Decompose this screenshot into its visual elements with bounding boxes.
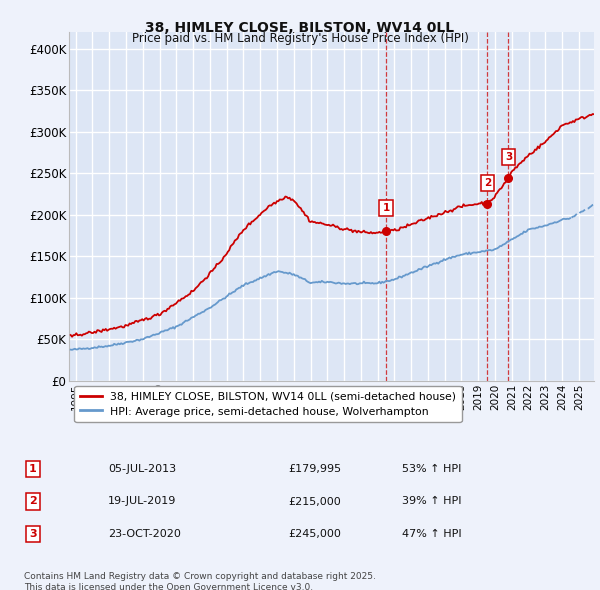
- Text: 1: 1: [29, 464, 37, 474]
- Text: £179,995: £179,995: [288, 464, 341, 474]
- Text: 19-JUL-2019: 19-JUL-2019: [108, 497, 176, 506]
- Text: 47% ↑ HPI: 47% ↑ HPI: [402, 529, 461, 539]
- Text: 2: 2: [29, 497, 37, 506]
- Text: Contains HM Land Registry data © Crown copyright and database right 2025.
This d: Contains HM Land Registry data © Crown c…: [24, 572, 376, 590]
- Text: 05-JUL-2013: 05-JUL-2013: [108, 464, 176, 474]
- Text: 3: 3: [505, 152, 512, 162]
- Text: 38, HIMLEY CLOSE, BILSTON, WV14 0LL: 38, HIMLEY CLOSE, BILSTON, WV14 0LL: [145, 21, 455, 35]
- Text: £245,000: £245,000: [288, 529, 341, 539]
- Text: 53% ↑ HPI: 53% ↑ HPI: [402, 464, 461, 474]
- Legend: 38, HIMLEY CLOSE, BILSTON, WV14 0LL (semi-detached house), HPI: Average price, s: 38, HIMLEY CLOSE, BILSTON, WV14 0LL (sem…: [74, 386, 461, 422]
- Text: 3: 3: [29, 529, 37, 539]
- Text: Price paid vs. HM Land Registry's House Price Index (HPI): Price paid vs. HM Land Registry's House …: [131, 32, 469, 45]
- Text: 23-OCT-2020: 23-OCT-2020: [108, 529, 181, 539]
- Text: £215,000: £215,000: [288, 497, 341, 506]
- Text: 2: 2: [484, 178, 491, 188]
- Text: 39% ↑ HPI: 39% ↑ HPI: [402, 497, 461, 506]
- Text: 1: 1: [382, 203, 389, 213]
